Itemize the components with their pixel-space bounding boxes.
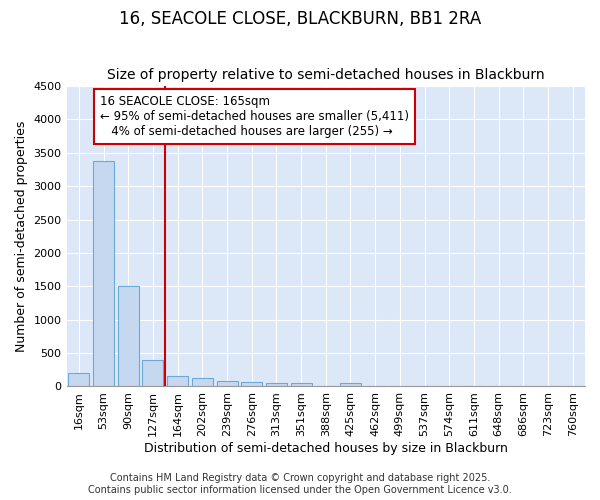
Bar (192, 378, 213, 386)
Bar (266, 383, 287, 386)
Bar (290, 383, 311, 386)
Bar (142, 360, 163, 386)
Text: 16 SEACOLE CLOSE: 165sqm
← 95% of semi-detached houses are smaller (5,411)
   4%: 16 SEACOLE CLOSE: 165sqm ← 95% of semi-d… (100, 95, 409, 138)
X-axis label: Distribution of semi-detached houses by size in Blackburn: Distribution of semi-detached houses by … (144, 442, 508, 455)
Title: Size of property relative to semi-detached houses in Blackburn: Size of property relative to semi-detach… (107, 68, 545, 82)
Y-axis label: Number of semi-detached properties: Number of semi-detached properties (15, 120, 28, 352)
Bar (167, 376, 188, 386)
Bar (340, 383, 361, 386)
Bar (68, 373, 89, 386)
Bar (118, 286, 139, 386)
Bar (93, 162, 114, 386)
Bar (241, 382, 262, 386)
Text: 16, SEACOLE CLOSE, BLACKBURN, BB1 2RA: 16, SEACOLE CLOSE, BLACKBURN, BB1 2RA (119, 10, 481, 28)
Bar (217, 381, 238, 386)
Text: Contains HM Land Registry data © Crown copyright and database right 2025.
Contai: Contains HM Land Registry data © Crown c… (88, 474, 512, 495)
